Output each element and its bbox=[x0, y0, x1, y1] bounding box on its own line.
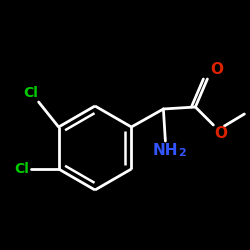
Text: NH: NH bbox=[152, 143, 178, 158]
Text: 2: 2 bbox=[178, 148, 186, 158]
Text: Cl: Cl bbox=[14, 162, 29, 176]
Text: O: O bbox=[210, 62, 223, 77]
Text: Cl: Cl bbox=[23, 86, 38, 100]
Text: O: O bbox=[214, 126, 227, 141]
